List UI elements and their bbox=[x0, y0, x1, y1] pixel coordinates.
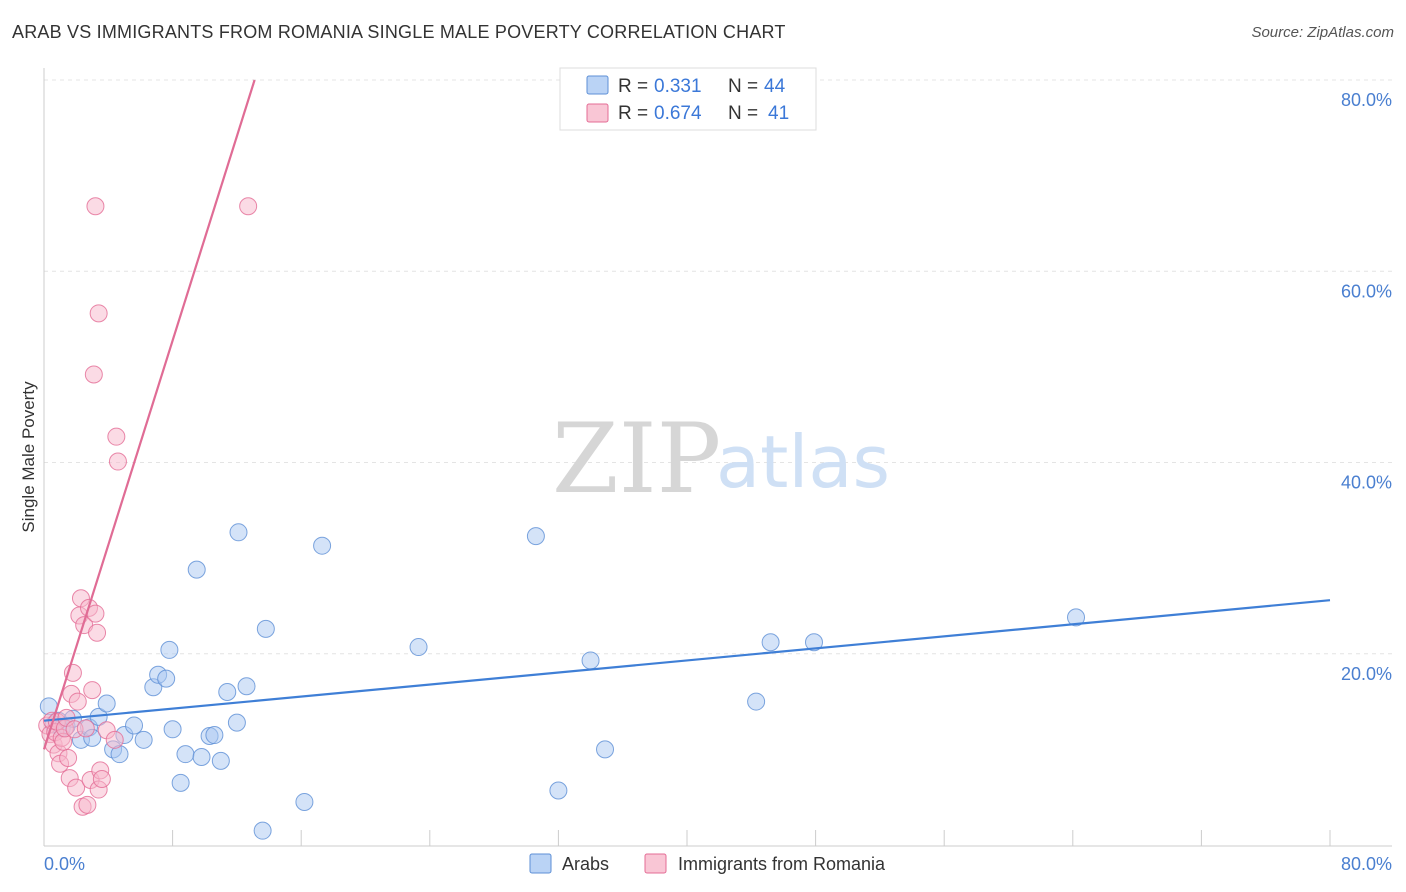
chart-title: ARAB VS IMMIGRANTS FROM ROMANIA SINGLE M… bbox=[12, 22, 786, 42]
x-ticks bbox=[172, 830, 1331, 846]
romania-point bbox=[108, 452, 127, 471]
source-label: Source: ZipAtlas.com bbox=[1251, 24, 1394, 41]
legend-r-label-arabs: R = bbox=[618, 76, 648, 97]
arabs-point bbox=[227, 713, 246, 732]
grid-lines bbox=[44, 79, 1392, 655]
romania-point bbox=[76, 719, 95, 738]
romania-point bbox=[92, 770, 111, 789]
romania-trend-line bbox=[42, 79, 256, 750]
arabs-point bbox=[596, 740, 615, 759]
arabs-point bbox=[747, 692, 766, 711]
arabs-point bbox=[761, 633, 780, 652]
y-tick-label: 80.0% bbox=[1341, 90, 1392, 110]
arabs-point bbox=[253, 821, 272, 840]
bottom-legend-label-romania: Immigrants from Romania bbox=[678, 854, 886, 874]
arabs-point bbox=[295, 792, 314, 811]
romania-point bbox=[68, 692, 87, 711]
legend-r-label-romania: R = bbox=[618, 103, 648, 124]
legend-r-value-arabs: 0.331 bbox=[654, 76, 702, 97]
bottom-legend-label-arabs: Arabs bbox=[562, 854, 609, 874]
y-axis-label: Single Male Poverty bbox=[19, 381, 38, 533]
axes bbox=[43, 68, 1392, 847]
legend-swatch-romania bbox=[586, 103, 609, 123]
romania-point bbox=[89, 304, 108, 323]
legend-n-label-romania: N = bbox=[728, 103, 758, 124]
arabs-point bbox=[237, 677, 256, 696]
romania-point bbox=[107, 427, 126, 446]
arabs-point bbox=[313, 536, 332, 555]
arabs-point bbox=[176, 745, 195, 764]
legend-n-label-arabs: N = bbox=[728, 76, 758, 97]
romania-point bbox=[83, 681, 102, 700]
arabs-point bbox=[549, 781, 568, 800]
romania-point bbox=[59, 748, 78, 767]
romania-point bbox=[84, 365, 103, 384]
legend-r-value-romania: 0.674 bbox=[654, 103, 702, 124]
arabs-point bbox=[409, 638, 428, 657]
arabs-point bbox=[192, 748, 211, 767]
romania-point bbox=[239, 197, 258, 216]
arabs-point bbox=[218, 683, 237, 701]
arabs-point bbox=[229, 523, 248, 542]
trend-lines bbox=[42, 79, 1331, 750]
legend-n-value-romania: 41 bbox=[768, 103, 789, 124]
arabs-point bbox=[97, 694, 116, 713]
romania-point bbox=[86, 197, 105, 216]
y-tick-label: 60.0% bbox=[1341, 281, 1392, 301]
arabs-point bbox=[526, 527, 545, 546]
arabs-point bbox=[804, 633, 823, 652]
bottom-legend-swatch-romania bbox=[644, 853, 667, 874]
arabs-point bbox=[160, 640, 179, 659]
arabs-trend-line bbox=[43, 599, 1331, 722]
arabs-point bbox=[256, 619, 275, 638]
legend-swatch-arabs bbox=[586, 75, 609, 95]
bottom-legend-swatch-arabs bbox=[529, 853, 552, 874]
arabs-point bbox=[187, 560, 206, 579]
x-tick-label-max: 80.0% bbox=[1341, 854, 1392, 874]
arabs-point bbox=[134, 730, 153, 749]
romania-point bbox=[78, 795, 97, 814]
arabs-point bbox=[157, 669, 176, 688]
legend: R = 0.331 N = 44 R = 0.674 N = 41 bbox=[559, 67, 817, 131]
legend-n-value-arabs: 44 bbox=[764, 76, 786, 97]
arabs-point bbox=[1067, 608, 1086, 627]
watermark-zip: ZIP bbox=[552, 403, 721, 515]
romania-point bbox=[88, 623, 107, 642]
arabs-point bbox=[163, 720, 182, 739]
bottom-legend: Arabs Immigrants from Romania bbox=[529, 853, 886, 874]
watermark: ZIP atlas bbox=[552, 403, 890, 515]
watermark-atlas: atlas bbox=[716, 420, 890, 504]
arabs-point bbox=[171, 773, 190, 792]
y-tick-labels: 20.0% 40.0% 60.0% 80.0% bbox=[1341, 90, 1392, 684]
romania-point bbox=[67, 778, 86, 797]
arabs-point bbox=[205, 726, 224, 745]
arabs-point bbox=[581, 651, 600, 670]
x-tick-label-min: 0.0% bbox=[44, 854, 85, 874]
arabs-point bbox=[211, 751, 230, 770]
y-tick-label: 20.0% bbox=[1341, 664, 1392, 684]
y-tick-label: 40.0% bbox=[1341, 473, 1392, 493]
romania-point bbox=[105, 730, 124, 749]
arabs-point bbox=[125, 716, 144, 735]
data-points bbox=[38, 197, 1086, 840]
